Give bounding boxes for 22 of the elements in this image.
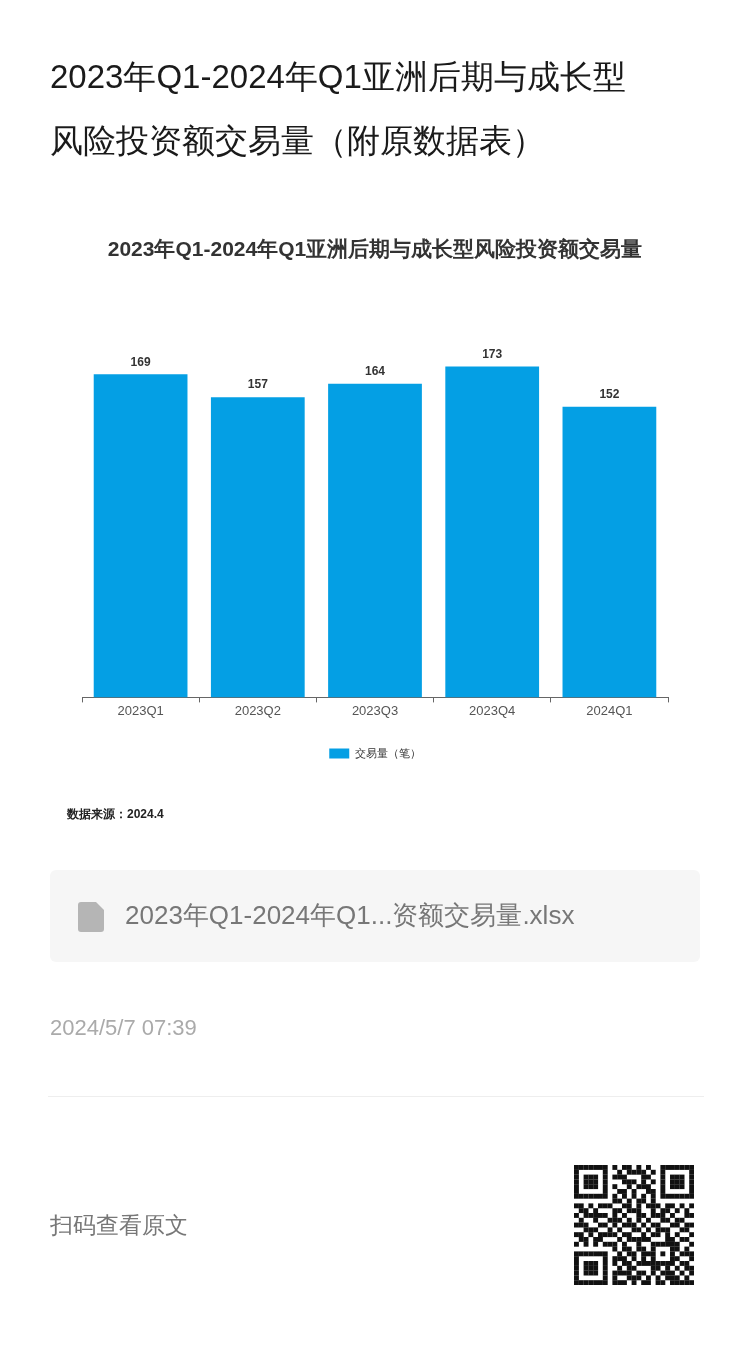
text: 2023年Q1-2024年Q1...资额交易量.xlsx	[125, 899, 575, 932]
data-label: 152	[599, 387, 620, 402]
source-note: 数据来源：2024.4	[67, 806, 164, 823]
data-label: 173	[482, 346, 503, 361]
bar	[562, 406, 657, 698]
x-tick-label: 2023Q4	[469, 702, 516, 718]
data-label: 164	[364, 364, 386, 379]
bar	[328, 383, 422, 698]
bar	[93, 374, 188, 698]
text: 2024/5/7 07:39	[50, 1015, 197, 1041]
data-label: 157	[247, 377, 269, 392]
x-tick-label: 2023Q2	[234, 702, 281, 718]
x-tick-label: 2023Q3	[351, 702, 399, 718]
x-tick-label: 2024Q1	[586, 702, 633, 718]
chart-subtitle: 2023年Q1-2024年Q1亚洲后期与成长型风险投资额交易量	[107, 237, 643, 261]
legend-label: 交易量（笔）	[354, 746, 421, 759]
chart-title: 2023年Q1-2024年Q1亚洲后期与成长型风险投资额交易量（附原数据表）	[50, 57, 627, 161]
text: 扫码查看原文	[50, 1211, 188, 1240]
data-label: 169	[130, 354, 151, 369]
x-tick-label: 2023Q1	[117, 702, 164, 718]
bar	[445, 366, 540, 698]
bar	[210, 397, 305, 698]
